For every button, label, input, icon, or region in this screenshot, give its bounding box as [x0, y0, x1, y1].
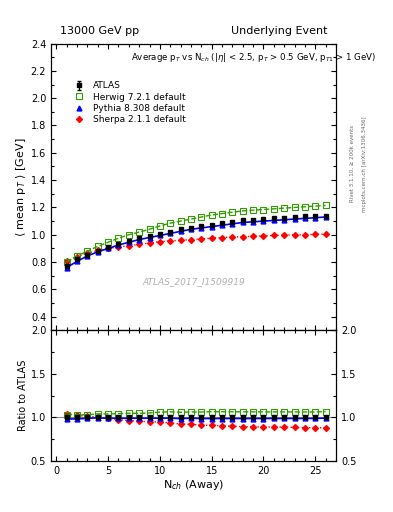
Sherpa 2.1.1 default [282, 232, 286, 238]
Text: mcplots.cern.ch [arXiv:1306.3436]: mcplots.cern.ch [arXiv:1306.3436] [362, 116, 367, 211]
Pythia 8.308 default [85, 253, 90, 259]
Herwig 7.2.1 default [220, 210, 224, 217]
Sherpa 2.1.1 default [64, 259, 69, 265]
Sherpa 2.1.1 default [147, 240, 152, 246]
Pythia 8.308 default [272, 218, 276, 224]
Herwig 7.2.1 default [313, 203, 318, 209]
Herwig 7.2.1 default [303, 204, 307, 210]
Text: Average p$_T$ vs N$_{ch}$ (|$\eta$| < 2.5, p$_T$ > 0.5 GeV, p$_{T1}$ > 1 GeV): Average p$_T$ vs N$_{ch}$ (|$\eta$| < 2.… [131, 51, 376, 63]
Sherpa 2.1.1 default [292, 232, 297, 238]
Pythia 8.308 default [230, 221, 235, 227]
Pythia 8.308 default [303, 216, 307, 222]
Pythia 8.308 default [261, 218, 266, 224]
Pythia 8.308 default [64, 265, 69, 271]
Herwig 7.2.1 default [158, 223, 162, 229]
Pythia 8.308 default [220, 222, 224, 228]
Y-axis label: Ratio to ATLAS: Ratio to ATLAS [18, 360, 28, 431]
Sherpa 2.1.1 default [95, 247, 100, 253]
Text: 13000 GeV pp: 13000 GeV pp [60, 26, 139, 36]
Sherpa 2.1.1 default [241, 233, 245, 240]
Pythia 8.308 default [147, 234, 152, 241]
Herwig 7.2.1 default [323, 202, 328, 208]
Y-axis label: $\langle$ mean p$_T$ $\rangle$ [GeV]: $\langle$ mean p$_T$ $\rangle$ [GeV] [14, 137, 28, 237]
Sherpa 2.1.1 default [313, 231, 318, 238]
Pythia 8.308 default [95, 249, 100, 255]
Legend: ATLAS, Herwig 7.2.1 default, Pythia 8.308 default, Sherpa 2.1.1 default: ATLAS, Herwig 7.2.1 default, Pythia 8.30… [67, 79, 188, 126]
Herwig 7.2.1 default [147, 226, 152, 232]
Herwig 7.2.1 default [85, 248, 90, 254]
X-axis label: N$_{ch}$ (Away): N$_{ch}$ (Away) [163, 478, 224, 493]
Sherpa 2.1.1 default [75, 253, 79, 260]
Pythia 8.308 default [282, 217, 286, 223]
Herwig 7.2.1 default [106, 239, 110, 245]
Sherpa 2.1.1 default [106, 245, 110, 251]
Sherpa 2.1.1 default [127, 243, 131, 249]
Herwig 7.2.1 default [75, 253, 79, 259]
Herwig 7.2.1 default [261, 206, 266, 212]
Pythia 8.308 default [189, 226, 193, 232]
Pythia 8.308 default [209, 224, 214, 230]
Sherpa 2.1.1 default [178, 237, 183, 243]
Line: Pythia 8.308 default: Pythia 8.308 default [64, 215, 328, 270]
Sherpa 2.1.1 default [199, 236, 204, 242]
Herwig 7.2.1 default [64, 259, 69, 265]
Pythia 8.308 default [168, 230, 173, 237]
Herwig 7.2.1 default [292, 204, 297, 210]
Herwig 7.2.1 default [272, 206, 276, 212]
Pythia 8.308 default [313, 215, 318, 221]
Herwig 7.2.1 default [209, 212, 214, 218]
Line: Sherpa 2.1.1 default: Sherpa 2.1.1 default [64, 232, 328, 264]
Pythia 8.308 default [292, 216, 297, 222]
Pythia 8.308 default [323, 214, 328, 220]
Sherpa 2.1.1 default [323, 231, 328, 237]
Sherpa 2.1.1 default [209, 235, 214, 241]
Sherpa 2.1.1 default [220, 234, 224, 241]
Text: Rivet 3.1.10, ≥ 200k events: Rivet 3.1.10, ≥ 200k events [350, 125, 355, 202]
Pythia 8.308 default [199, 225, 204, 231]
Herwig 7.2.1 default [127, 232, 131, 238]
Pythia 8.308 default [127, 239, 131, 245]
Sherpa 2.1.1 default [168, 238, 173, 244]
Herwig 7.2.1 default [178, 218, 183, 224]
Text: ATLAS_2017_I1509919: ATLAS_2017_I1509919 [142, 277, 245, 286]
Pythia 8.308 default [178, 228, 183, 234]
Sherpa 2.1.1 default [158, 239, 162, 245]
Herwig 7.2.1 default [189, 216, 193, 222]
Line: Herwig 7.2.1 default: Herwig 7.2.1 default [64, 202, 329, 265]
Sherpa 2.1.1 default [251, 233, 255, 239]
Pythia 8.308 default [106, 245, 110, 251]
Herwig 7.2.1 default [241, 208, 245, 214]
Text: Underlying Event: Underlying Event [231, 26, 327, 36]
Herwig 7.2.1 default [230, 209, 235, 216]
Sherpa 2.1.1 default [137, 241, 141, 247]
Herwig 7.2.1 default [95, 243, 100, 249]
Sherpa 2.1.1 default [116, 244, 121, 250]
Herwig 7.2.1 default [199, 214, 204, 220]
Pythia 8.308 default [137, 237, 141, 243]
Herwig 7.2.1 default [116, 235, 121, 241]
Pythia 8.308 default [116, 242, 121, 248]
Sherpa 2.1.1 default [85, 250, 90, 257]
Pythia 8.308 default [158, 232, 162, 239]
Herwig 7.2.1 default [168, 220, 173, 226]
Pythia 8.308 default [241, 220, 245, 226]
Herwig 7.2.1 default [137, 229, 141, 235]
Pythia 8.308 default [75, 259, 79, 265]
Sherpa 2.1.1 default [230, 234, 235, 240]
Sherpa 2.1.1 default [303, 231, 307, 238]
Sherpa 2.1.1 default [261, 233, 266, 239]
Sherpa 2.1.1 default [189, 237, 193, 243]
Herwig 7.2.1 default [282, 205, 286, 211]
Herwig 7.2.1 default [251, 207, 255, 214]
Pythia 8.308 default [251, 219, 255, 225]
Sherpa 2.1.1 default [272, 232, 276, 239]
